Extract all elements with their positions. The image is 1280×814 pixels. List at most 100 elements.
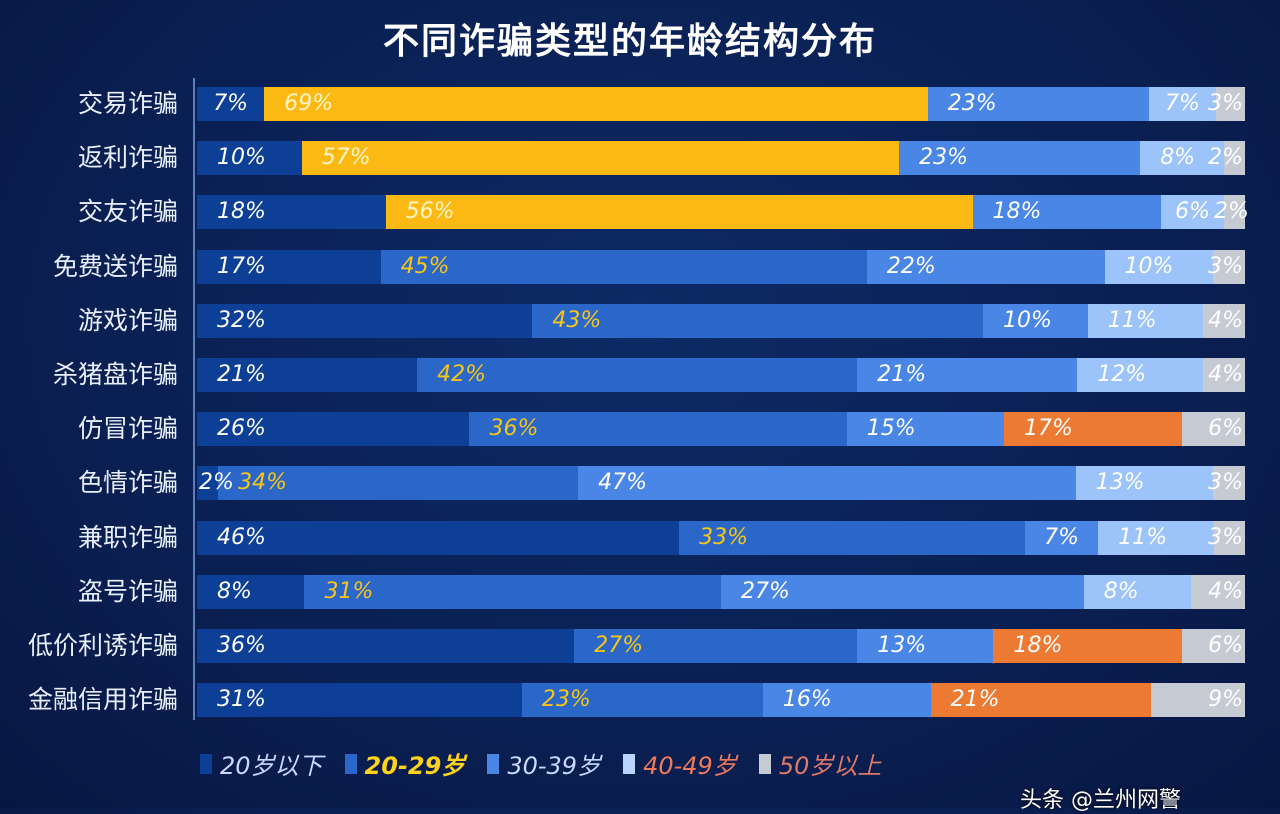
data-label: 23%: [947, 91, 997, 116]
watermark: 头条 @兰州网警: [1020, 788, 1181, 813]
legend-swatch: [200, 753, 212, 774]
bar-segment: [197, 574, 305, 609]
data-label: 6%: [1175, 199, 1211, 225]
data-label: 12%: [1097, 362, 1147, 387]
bar-segment: [197, 87, 265, 121]
bar-segment: [417, 358, 858, 392]
legend-item: 40-49岁: [623, 746, 737, 781]
bar-segment: [1191, 574, 1245, 609]
bar-segment: [1148, 87, 1217, 121]
data-label: 2%: [1214, 199, 1249, 225]
category-label: 交友诈骗: [77, 197, 178, 227]
bar-segment: [1161, 195, 1224, 230]
data-label: 18%: [217, 199, 266, 225]
bar-segment: [1224, 195, 1245, 230]
bar-segment: [1212, 249, 1245, 284]
category-label: 低价利诱诈骗: [27, 631, 178, 660]
legend-item: 30-39岁: [487, 746, 601, 781]
data-label: 31%: [324, 578, 374, 604]
data-label: 13%: [1095, 470, 1145, 496]
data-label: 36%: [217, 633, 266, 658]
bar-segment: [578, 466, 1076, 501]
data-label: 3%: [1208, 470, 1243, 496]
data-label: 10%: [217, 145, 266, 171]
legend-label: 20-29岁: [364, 752, 466, 780]
stacked-bar: 2% 34% 47% 13% 3%: [197, 466, 1245, 501]
stacked-bar: 36% 27% 13% 18% 6%: [197, 629, 1245, 663]
bar-segment: [857, 629, 994, 663]
stacked-bar: 7% 69% 23% 7% 3%: [197, 87, 1245, 121]
bar-segment: [521, 683, 763, 718]
bar-segment: [1075, 466, 1214, 501]
bar-segment: [264, 87, 928, 121]
data-label: 3%: [1208, 91, 1243, 116]
bar-segment: [1203, 303, 1245, 338]
stacked-bar: 18% 56% 18% 6% 2%: [197, 195, 1249, 230]
data-label: 47%: [598, 470, 647, 496]
legend-label: 50岁以上: [778, 752, 882, 780]
stacked-bar: 32% 43% 10% 11% 4%: [197, 303, 1245, 338]
data-label: 34%: [238, 470, 288, 496]
data-label: 3%: [1208, 524, 1243, 550]
bar-segment: [469, 412, 847, 447]
data-label: 11%: [1107, 307, 1157, 333]
bar-segment: [532, 303, 983, 338]
category-label: 杀猪盘诈骗: [52, 360, 178, 389]
category-label: 交易诈骗: [77, 89, 178, 118]
bar-segment: [679, 520, 1025, 555]
bar-segment: [1087, 303, 1204, 338]
bar-segment: [301, 141, 900, 176]
data-label: 17%: [217, 253, 266, 279]
legend-label: 30-39岁: [507, 752, 602, 780]
data-label: 8%: [1103, 578, 1139, 604]
bar-segment: [380, 249, 867, 284]
data-label: 21%: [877, 362, 927, 387]
bar-segment: [899, 141, 1141, 176]
data-label: 3%: [1208, 253, 1243, 279]
bar-segment: [927, 87, 1149, 121]
data-label: 7%: [1165, 91, 1200, 116]
data-label: 22%: [886, 253, 936, 279]
stacked-bar: 17% 45% 22% 10% 3%: [197, 249, 1245, 284]
legend-item: 20-29岁: [344, 746, 466, 781]
bar-segment: [1216, 87, 1245, 121]
bar-segment: [1098, 520, 1214, 555]
data-label: 9%: [1208, 687, 1243, 713]
data-label: 45%: [400, 253, 450, 279]
bar-segment: [1213, 520, 1245, 555]
legend-swatch: [623, 753, 636, 774]
data-label: 56%: [405, 199, 455, 225]
bar-segment: [197, 249, 381, 284]
data-label: 42%: [437, 362, 486, 387]
bar-segment: [1140, 141, 1225, 176]
bar-segment: [1182, 412, 1245, 447]
stacked-bar: 46% 33% 7% 11% 3%: [197, 520, 1245, 555]
data-label: 27%: [594, 633, 644, 658]
data-label: 32%: [217, 307, 266, 333]
bar-segment: [1213, 466, 1245, 501]
bar-segment: [846, 412, 1004, 447]
data-label: 23%: [919, 145, 969, 171]
bar-segment: [1203, 358, 1245, 392]
data-label: 2%: [1208, 145, 1243, 171]
legend-item: 50岁以上: [758, 746, 882, 781]
data-label: 18%: [1013, 633, 1063, 658]
category-label: 仿冒诈骗: [77, 414, 178, 444]
data-label: 16%: [782, 687, 832, 713]
category-label: 色情诈骗: [77, 468, 178, 498]
data-label: 10%: [1124, 253, 1174, 279]
data-label: 2%: [199, 470, 234, 496]
bar-segment: [866, 249, 1105, 284]
bar-segment: [197, 195, 386, 230]
data-label: 46%: [217, 524, 266, 550]
data-label: 21%: [217, 362, 266, 387]
data-label: 10%: [1003, 307, 1052, 333]
data-label: 4%: [1208, 307, 1243, 333]
data-label: 17%: [1023, 416, 1073, 442]
category-label: 免费送诈骗: [52, 251, 178, 281]
bar-segment: [197, 303, 533, 338]
data-label: 13%: [877, 633, 927, 658]
stacked-bar: 21% 42% 21% 12% 4%: [197, 358, 1245, 392]
data-label: 6%: [1208, 633, 1243, 658]
